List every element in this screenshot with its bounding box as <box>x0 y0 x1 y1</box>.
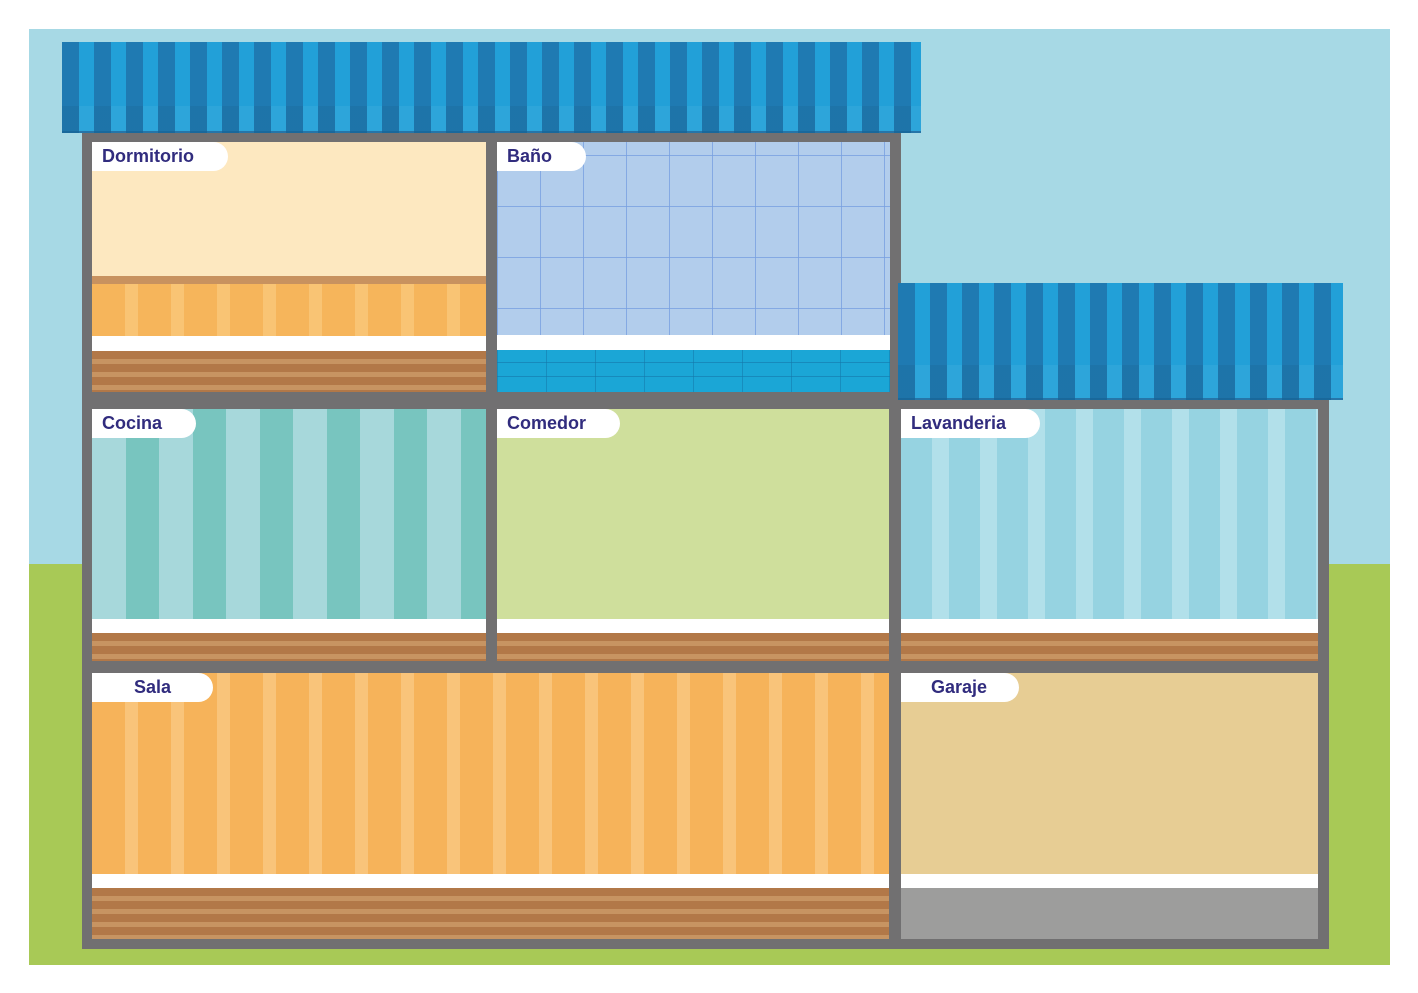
side-roof <box>898 283 1343 400</box>
cocina-floor <box>92 633 486 661</box>
comedor-floor <box>497 633 889 661</box>
lavanderia-wall <box>901 409 1318 619</box>
bano-tile-floor <box>497 350 890 392</box>
bano-baseboard <box>497 335 890 350</box>
sala-wall <box>92 673 889 874</box>
garaje-wall <box>901 673 1318 874</box>
dormitorio-wainscot <box>92 284 486 336</box>
room-comedor: Comedor <box>497 409 889 661</box>
garaje-baseboard <box>901 874 1318 888</box>
room-garaje: Garaje <box>901 673 1318 939</box>
dormitorio-baseboard <box>92 336 486 351</box>
garaje-floor <box>901 888 1318 939</box>
comedor-wall <box>497 409 889 619</box>
comedor-baseboard <box>497 619 889 633</box>
room-label-sala: Sala <box>92 673 214 702</box>
room-cocina: Cocina <box>92 409 486 661</box>
cocina-wall <box>92 409 486 619</box>
room-sala: Sala <box>92 673 889 939</box>
main-roof <box>62 42 921 133</box>
room-label-dormitorio: Dormitorio <box>92 142 228 171</box>
bano-tile-wall <box>497 142 890 335</box>
room-label-bano: Baño <box>497 142 586 171</box>
sala-baseboard <box>92 874 889 888</box>
lavanderia-baseboard <box>901 619 1318 633</box>
dormitorio-trim <box>92 276 486 284</box>
dormitorio-floor <box>92 351 486 392</box>
room-label-garaje: Garaje <box>901 673 1020 702</box>
lavanderia-floor <box>901 633 1318 661</box>
room-lavanderia: Lavanderia <box>901 409 1318 661</box>
room-label-lavanderia: Lavanderia <box>901 409 1041 438</box>
cocina-baseboard <box>92 619 486 633</box>
sala-floor <box>92 888 889 939</box>
room-label-cocina: Cocina <box>92 409 197 438</box>
room-label-comedor: Comedor <box>497 409 621 438</box>
room-bano: Baño <box>497 142 890 392</box>
room-dormitorio: Dormitorio <box>92 142 486 392</box>
